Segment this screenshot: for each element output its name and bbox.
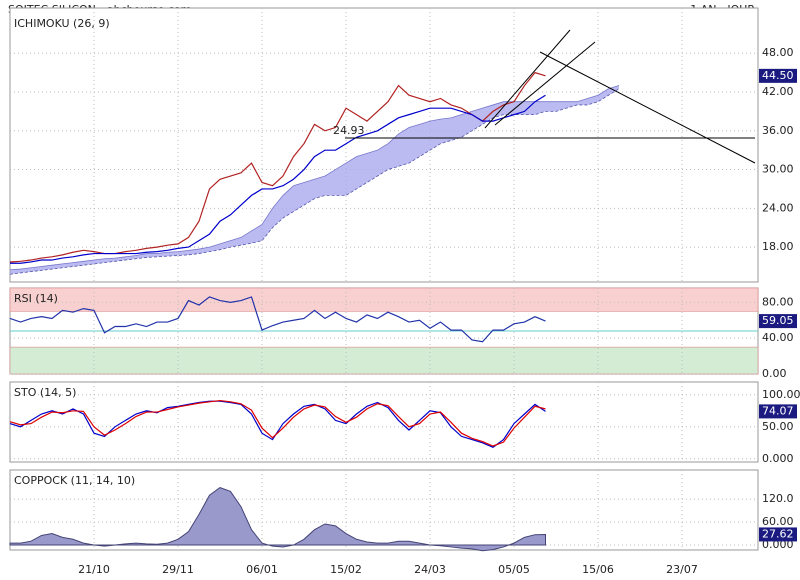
- last-value-box: [759, 527, 797, 542]
- y-tick-label: 18.00: [762, 240, 794, 253]
- line: [9, 399, 546, 447]
- line: [10, 94, 546, 264]
- area: [9, 487, 546, 552]
- x-tick-label: 21/10: [78, 563, 110, 576]
- x-tick-label: 06/01: [246, 563, 278, 576]
- trend-line: [494, 41, 596, 126]
- x-tick-label: 29/11: [162, 563, 194, 576]
- y-tick-label: 120.0: [762, 492, 794, 505]
- y-tick-label: 0.00: [762, 367, 787, 380]
- y-tick-label: 60.00: [762, 515, 794, 528]
- y-tick-label: 48.00: [762, 46, 794, 59]
- cloud-fill: [10, 85, 619, 275]
- last-value-label: 44.50: [762, 69, 794, 82]
- y-tick-label: 42.00: [762, 85, 794, 98]
- panel: [9, 7, 759, 283]
- x-tick-label: 15/02: [330, 563, 362, 576]
- y-tick-label: 50.00: [762, 420, 794, 433]
- y-tick-label: 24.00: [762, 201, 794, 214]
- cloud-lower: [9, 88, 620, 275]
- line: [9, 71, 546, 263]
- x-tick-label: 05/05: [498, 563, 530, 576]
- line: [9, 400, 546, 448]
- trend-line: [484, 29, 571, 129]
- cloud-upper: [9, 85, 620, 271]
- last-value-label: 74.07: [762, 404, 794, 417]
- x-tick-label: 23/07: [666, 563, 698, 576]
- annotation: 24.93: [333, 124, 365, 137]
- last-value-box: [759, 404, 797, 419]
- x-tick-label: 15/06: [582, 563, 614, 576]
- panel-label: COPPOCK (11, 14, 10): [14, 474, 135, 487]
- trend-lines: 24.93: [333, 29, 756, 164]
- zone: [9, 287, 759, 312]
- trend-line: [539, 51, 756, 164]
- last-value-label: 59.05: [762, 314, 794, 327]
- line: [9, 296, 546, 343]
- y-tick-label: 100.00: [762, 388, 800, 401]
- y-tick-label: 30.00: [762, 163, 794, 176]
- y-tick-label: 80.00: [762, 295, 794, 308]
- panel-label: STO (14, 5): [14, 386, 76, 399]
- panel: [9, 469, 759, 551]
- panel-label: ICHIMOKU (26, 9): [14, 17, 110, 30]
- y-tick-label: 40.00: [762, 331, 794, 344]
- last-value-label: 27.62: [762, 527, 794, 540]
- y-tick-label: 36.00: [762, 124, 794, 137]
- last-value-box: [759, 68, 797, 83]
- panel-label: RSI (14): [14, 292, 58, 305]
- y-tick-label: 0.000: [762, 452, 794, 465]
- last-value-box: [759, 314, 797, 329]
- zone: [9, 346, 759, 375]
- x-tick-label: 24/03: [414, 563, 446, 576]
- panel: [9, 381, 759, 463]
